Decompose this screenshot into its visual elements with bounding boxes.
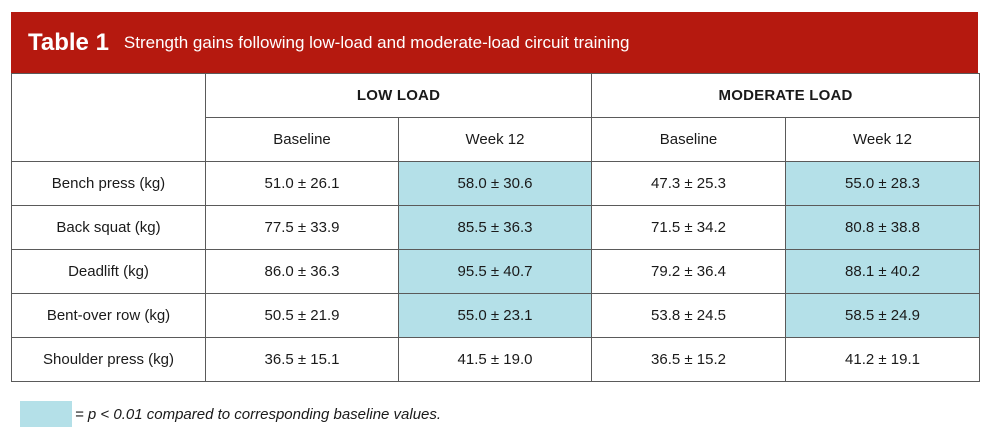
table-number: Table 1: [28, 28, 109, 56]
value-cell: 85.5 ± 36.3: [397, 205, 593, 250]
value-cell: 36.5 ± 15.1: [205, 337, 399, 382]
table-row: Deadlift (kg) 86.0 ± 36.3 95.5 ± 40.7 79.2 …: [11, 249, 981, 294]
value-cell: 53.8 ± 24.5: [591, 293, 787, 338]
table-row: Bench press (kg) 51.0 ± 26.1 58.0 ± 30.6 47…: [11, 161, 981, 206]
table-row: Shoulder press (kg) 36.5 ± 15.1 41.5 ± 19.…: [11, 337, 981, 382]
row-label: Back squat (kg): [11, 205, 206, 250]
subheader-cell: Baseline: [591, 117, 787, 162]
value-cell: 51.0 ± 26.1: [205, 161, 399, 206]
table-caption: Strength gains following low-load and mo…: [123, 32, 630, 52]
value-cell: 71.5 ± 34.2: [591, 205, 787, 250]
corner-cell: [11, 73, 206, 162]
row-label: Bench press (kg): [11, 161, 206, 206]
legend: = p < 0.01 compared to corresponding bas…: [20, 401, 441, 427]
value-cell: 86.0 ± 36.3: [205, 249, 399, 294]
table-title-bar: Table 1 Strength gains following low-loa…: [11, 12, 978, 73]
subheader-cell: Week 12: [785, 117, 981, 162]
subheader-cell: Baseline: [205, 117, 399, 162]
subheader-cell: Week 12: [397, 117, 593, 162]
value-cell: 79.2 ± 36.4: [591, 249, 787, 294]
subheader-row: Baseline Week 12 Baseline Week 12: [12, 117, 981, 162]
legend-swatch: [20, 401, 72, 427]
legend-text: = p < 0.01 compared to corresponding bas…: [75, 405, 442, 423]
value-cell: 41.5 ± 19.0: [397, 337, 593, 382]
value-cell: 55.0 ± 23.1: [397, 293, 593, 338]
row-label: Shoulder press (kg): [11, 337, 206, 382]
group-header-moderate-load: MODERATE LOAD: [591, 73, 981, 118]
row-label: Deadlift (kg): [11, 249, 206, 294]
value-cell: 50.5 ± 21.9: [205, 293, 399, 338]
value-cell: 77.5 ± 33.9: [205, 205, 399, 250]
strength-table: LOW LOAD MODERATE LOAD Baseline Week 12 …: [11, 73, 981, 382]
group-header-low-load: LOW LOAD: [204, 73, 593, 118]
value-cell: 80.8 ± 38.8: [785, 205, 981, 250]
row-label: Bent-over row (kg): [11, 293, 206, 338]
value-cell: 36.5 ± 15.2: [591, 337, 787, 382]
table-row: Bent-over row (kg) 50.5 ± 21.9 55.0 ± 23.1…: [11, 293, 981, 338]
value-cell: 47.3 ± 25.3: [591, 161, 787, 206]
value-cell: 88.1 ± 40.2: [785, 249, 981, 294]
value-cell: 58.5 ± 24.9: [785, 293, 981, 338]
group-header-row: LOW LOAD MODERATE LOAD: [11, 73, 981, 162]
value-cell: 55.0 ± 28.3: [785, 161, 981, 206]
value-cell: 41.2 ± 19.1: [785, 337, 981, 382]
value-cell: 95.5 ± 40.7: [397, 249, 593, 294]
value-cell: 58.0 ± 30.6: [397, 161, 593, 206]
table-row: Back squat (kg) 77.5 ± 33.9 85.5 ± 36.3 71.…: [11, 205, 981, 250]
